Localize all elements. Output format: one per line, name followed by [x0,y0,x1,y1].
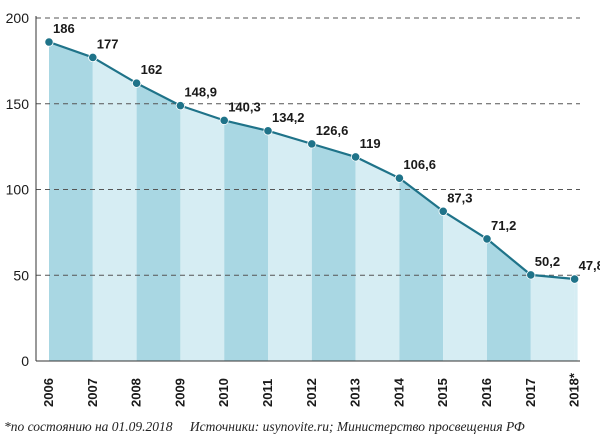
x-tick-2013: 2013 [348,378,363,407]
marker-2017 [526,270,536,280]
x-tick-2014: 2014 [391,377,406,407]
x-tick-2008: 2008 [129,378,144,407]
data-label-2017: 50,2 [535,254,560,269]
area-bands [49,42,578,362]
axis [35,16,580,362]
gridlines [36,17,580,276]
data-label-2009: 148,9 [184,85,217,100]
footnote-note: *по состоянию на 01.09.2018 [4,419,173,434]
marker-2013 [350,152,361,162]
data-label-2013: 119 [360,136,381,151]
x-tick-2016: 2016 [479,378,494,407]
marker-2015 [438,206,448,216]
area-band-2015 [443,211,487,361]
data-label-2012: 126,6 [316,123,349,138]
area-band-2016 [487,238,531,361]
data-label-2007: 177 [97,36,119,51]
y-tick-100: 100 [6,182,30,198]
data-markers [44,37,580,284]
area-band-2007 [92,57,137,361]
area-band-2008 [136,83,181,362]
marker-2014 [394,173,404,183]
x-tick-labels: 2006 2007 2008 2009 2010 2011 2012 2013 2014 2015… [41,372,582,407]
marker-2011 [263,126,273,136]
y-tick-50: 50 [13,267,29,283]
data-label-2011: 134,2 [272,110,305,125]
marker-2018* [569,274,580,284]
area-band-2017 [530,274,575,361]
marker-2006 [44,37,54,47]
marker-2016 [482,234,492,244]
x-tick-2006: 2006 [41,378,56,407]
marker-2012 [307,139,317,149]
y-tick-labels: 0 50 100 150 200 [6,10,30,369]
x-tick-2009: 2009 [172,378,187,407]
data-label-2016: 71,2 [491,218,516,233]
data-label-2014: 106,6 [403,157,436,172]
data-label-2008: 162 [141,62,163,77]
x-tick-2015: 2015 [435,378,450,407]
x-tick-2012: 2012 [304,378,319,407]
y-tick-150: 150 [6,96,30,112]
y-tick-200: 200 [6,10,30,26]
area-band-2011 [268,130,312,361]
area-band-2006 [49,42,93,361]
x-tick-2017: 2017 [523,378,538,407]
x-tick-2007: 2007 [85,378,100,407]
data-label-2015: 87,3 [447,190,472,205]
area-band-2014 [399,178,444,361]
area-band-2013 [355,156,400,361]
marker-2010 [219,115,229,125]
area-band-2012 [311,143,356,361]
x-tick-2018*: 2018* [567,372,582,407]
marker-2007 [88,52,98,63]
y-tick-0: 0 [21,353,29,369]
marker-2009 [175,101,185,111]
area-band-2010 [224,120,268,361]
area-band-end [574,279,578,361]
footnote: *по состоянию на 01.09.2018 Источники: u… [4,419,598,435]
area-band-2009 [180,105,225,361]
x-tick-2010: 2010 [216,378,231,407]
data-label-2006: 186 [53,21,75,36]
data-label-2010: 140,3 [228,99,261,114]
data-label-2018*: 47,8 [579,258,600,273]
footnote-sources: Источники: usynovite.ru; Министерство пр… [189,419,525,434]
data-labels: 186 177 162 148,9 140,3 134,2 126,6 119 106,6 87,… [53,21,600,273]
x-tick-2011: 2011 [260,379,275,407]
marker-2008 [132,78,142,88]
